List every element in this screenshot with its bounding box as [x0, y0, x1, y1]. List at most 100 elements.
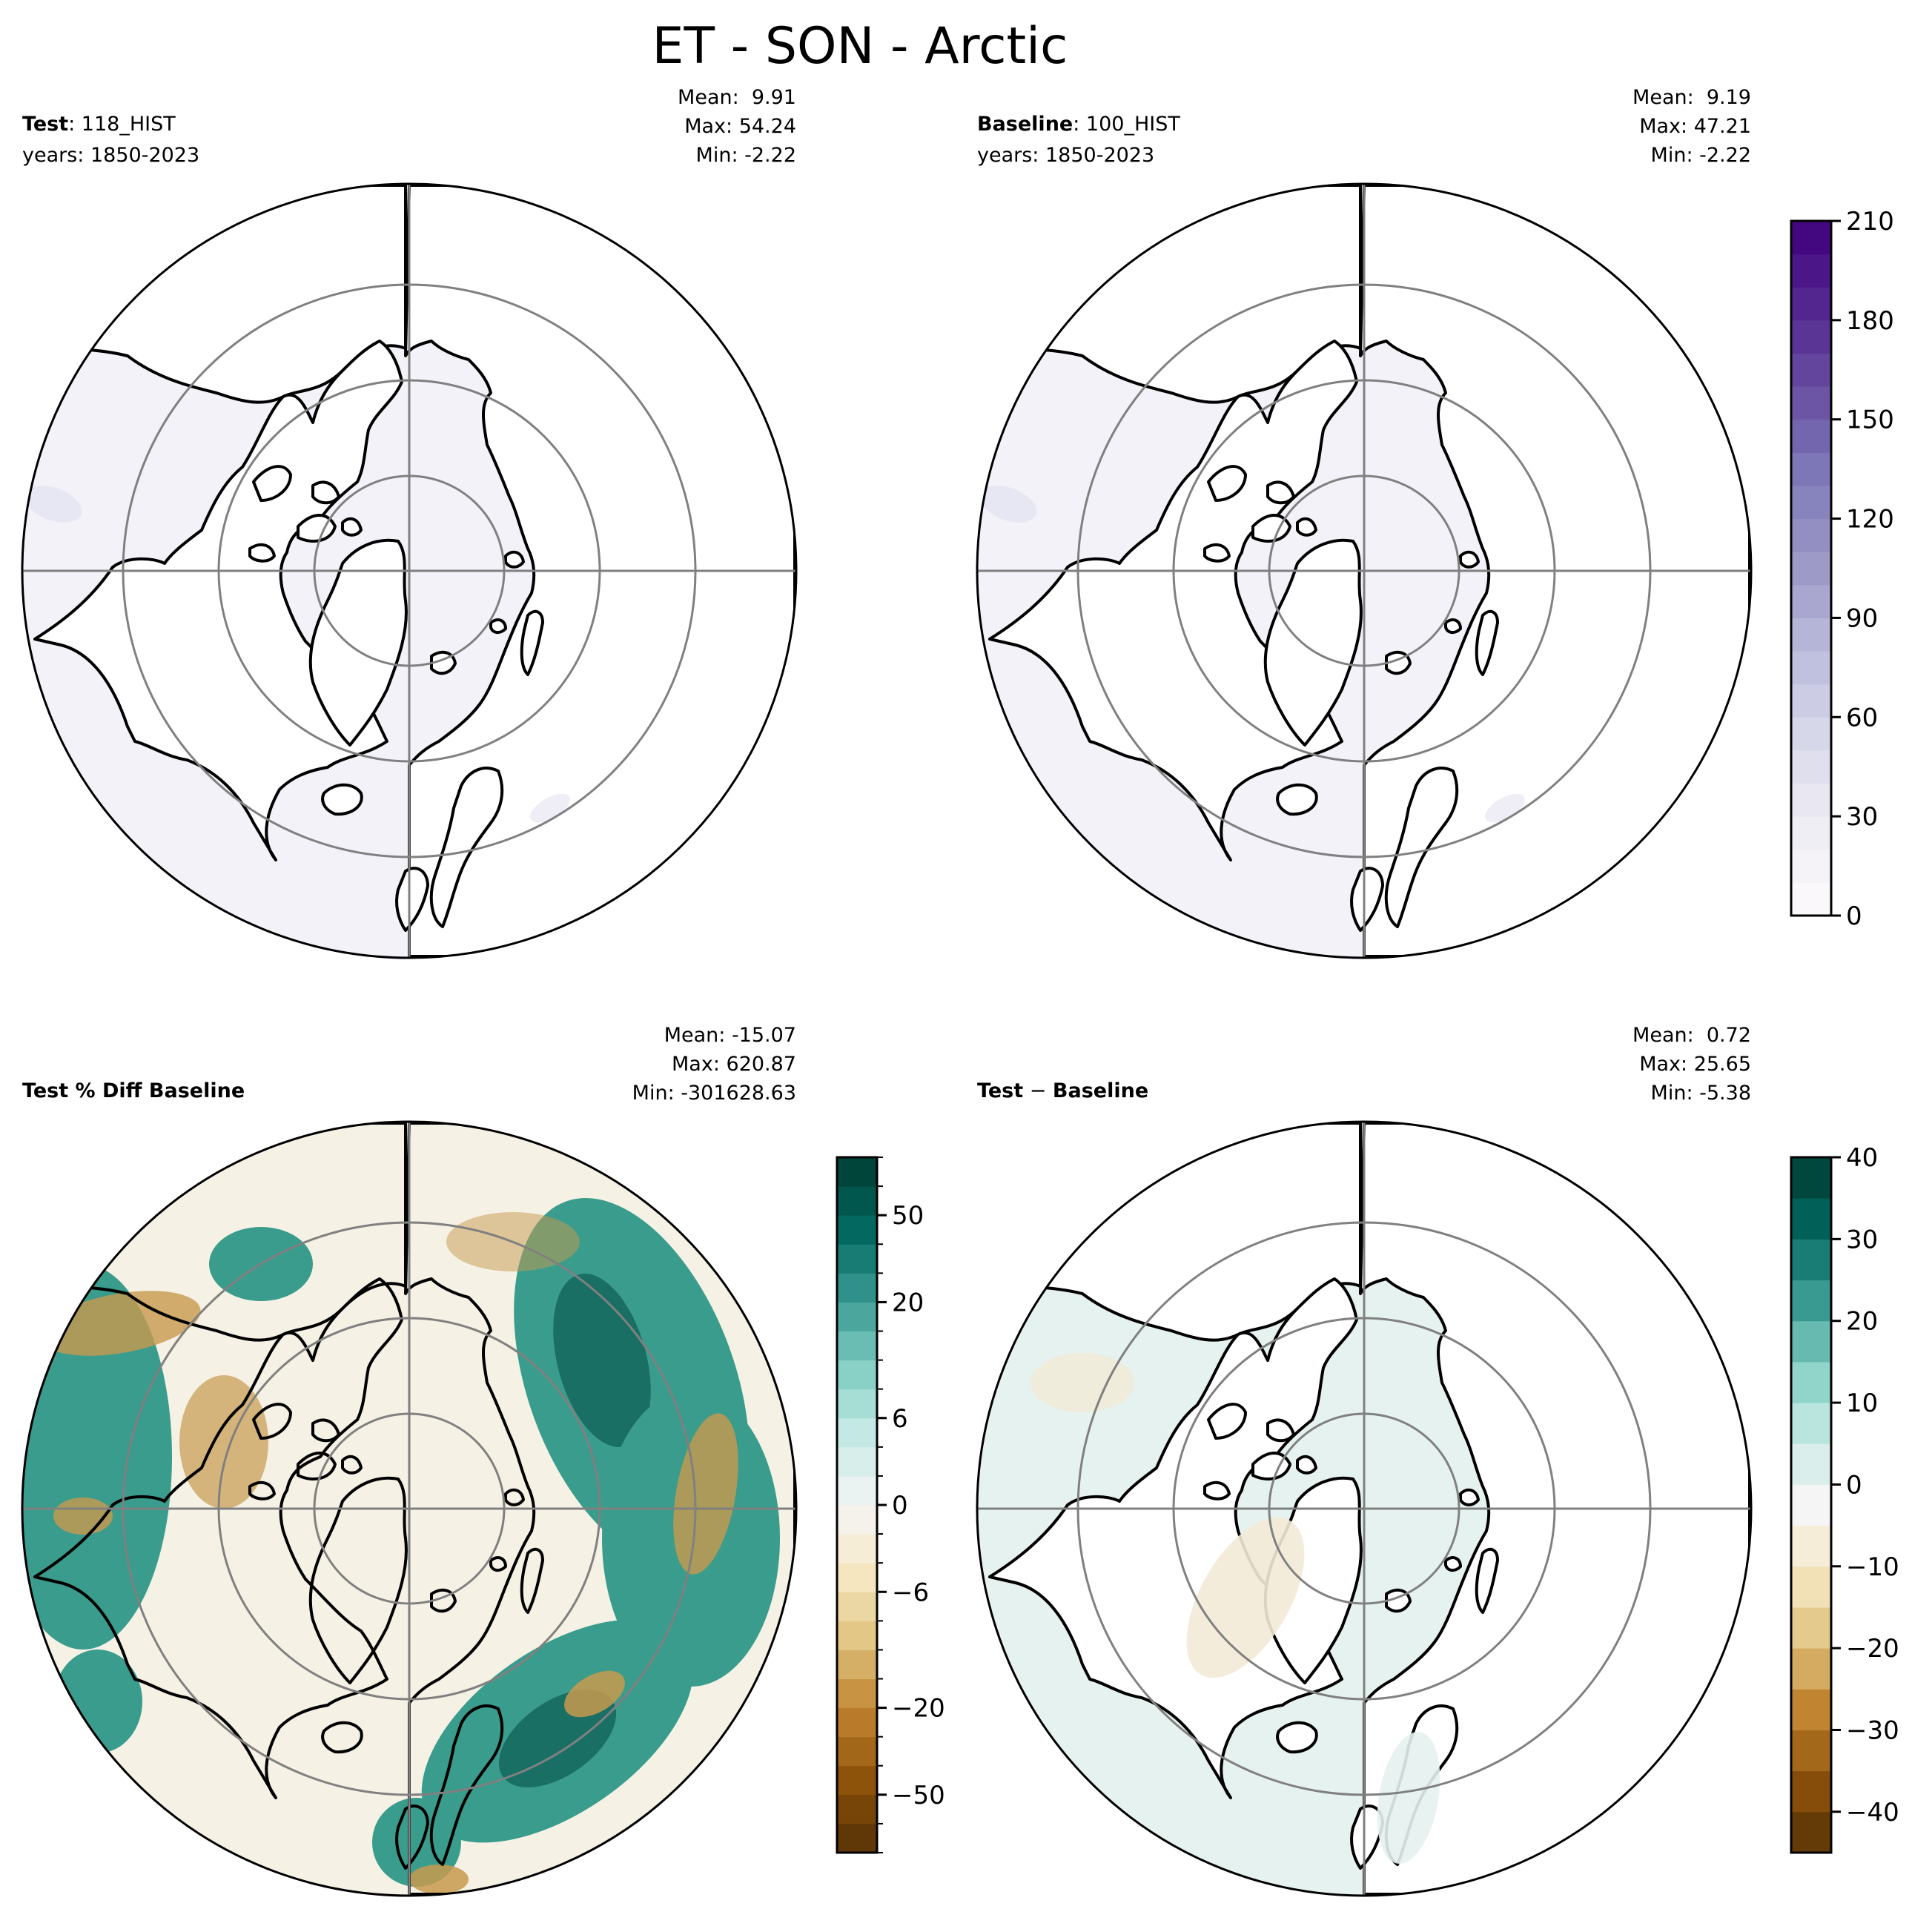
- coastline-fjl: [1444, 618, 1462, 634]
- colorbar-tick-label: 120: [1846, 505, 1894, 535]
- colorbar-tick-label: 210: [1846, 207, 1894, 236]
- map-pct-diff: [21, 1120, 798, 1897]
- stat-max: Max: 25.65: [1639, 1053, 1751, 1076]
- map-field: [22, 1122, 796, 1896]
- map-diff: [976, 1120, 1753, 1897]
- colorbar-segment: [1791, 584, 1831, 618]
- coastline-arch5: [248, 1480, 276, 1501]
- colorbar-segment: [837, 1794, 877, 1824]
- coastline-arch2: [297, 514, 337, 543]
- colorbar-segment: [1791, 849, 1831, 883]
- colorbar-segment: [1791, 1157, 1831, 1199]
- colorbar-tick-label: −20: [1846, 1634, 1899, 1664]
- colorbar-segment: [1791, 1566, 1831, 1608]
- colorbar-segment: [837, 1534, 877, 1564]
- colorbar-segment: [837, 1475, 877, 1506]
- colorbar-segment: [1791, 1525, 1831, 1567]
- coastline-eurasia: [404, 1122, 796, 1896]
- colorbar-segment: [1791, 651, 1831, 685]
- coastline-iceland: [321, 783, 363, 816]
- field-patch: [409, 1865, 469, 1894]
- coastline-arch3: [1266, 1418, 1295, 1443]
- colorbar-segment: [837, 1563, 877, 1592]
- map-test: [21, 182, 798, 959]
- colorbar-segment: [837, 1765, 877, 1796]
- panel-label-bold: Test: [977, 1079, 1023, 1102]
- colorbar-segment: [1791, 1770, 1831, 1813]
- colorbar-tick-label: 20: [892, 1288, 924, 1317]
- colorbar-tick-label: 180: [1846, 306, 1894, 336]
- field-patch: [979, 486, 1037, 523]
- colorbar-tick-label: 0: [1846, 901, 1862, 931]
- colorbar-segment: [837, 1215, 877, 1245]
- coastline-arch2: [1251, 514, 1291, 543]
- colorbar-segment: [1791, 254, 1831, 288]
- colorbar-segment: [1791, 1198, 1831, 1240]
- field-patch: [24, 486, 82, 523]
- colorbar-segment: [1791, 552, 1831, 586]
- panel-years: years: 1850-2023: [22, 144, 199, 167]
- coastline-iceland: [1276, 1721, 1318, 1754]
- coastline-canada: [33, 340, 403, 861]
- colorbar-tick-label: −6: [892, 1578, 929, 1607]
- colorbar-segment: [1791, 882, 1831, 916]
- coastline-arch2: [297, 1452, 337, 1480]
- colorbar-segment: [837, 1302, 877, 1331]
- panel-label-rest: −: [1023, 1079, 1053, 1102]
- colorbar-segment: [837, 1360, 877, 1390]
- colorbar-segment: [837, 1389, 877, 1419]
- figure-title: ET - SON - Arctic: [652, 17, 1068, 76]
- panel-label-bold: Test: [22, 113, 68, 136]
- stat-max: Max: 54.24: [684, 115, 796, 138]
- coastline-iceland: [321, 1721, 363, 1754]
- coastline-sevzem: [1459, 550, 1480, 569]
- colorbar-tick-label: 10: [1846, 1389, 1878, 1418]
- colorbar-tick-label: 40: [1846, 1143, 1878, 1173]
- coastline-arch4: [341, 517, 363, 537]
- map-frame: [976, 1120, 1753, 1897]
- stat-mean: Mean: 0.72: [1632, 1024, 1751, 1047]
- coastline-britain: [395, 1804, 429, 1870]
- colorbar-segment: [837, 1678, 877, 1709]
- coastline-canada: [33, 1277, 403, 1799]
- colorbar-segment: [1791, 1403, 1831, 1444]
- panel-label-rest: : 100_HIST: [1073, 113, 1180, 136]
- colorbar-segment: [1791, 1280, 1831, 1322]
- coastline-novaya: [1475, 1547, 1499, 1614]
- colorbar-segment: [837, 1621, 877, 1650]
- map-frame: [21, 1120, 798, 1897]
- coastline-arch1: [1207, 1403, 1247, 1440]
- coastline-arch1: [252, 465, 292, 502]
- colorbar-tick-label: 30: [1846, 1225, 1878, 1254]
- colorbar-top: 0 30 60 90 120 150 180 210: [1790, 207, 1894, 931]
- coastline-arch1: [1207, 465, 1247, 502]
- coastline-fjl: [489, 1556, 507, 1572]
- panel-header-baseline: Baseline: 100_HIST years: 1850-2023 Mean…: [977, 86, 1751, 167]
- colorbar-tick-label: 90: [1846, 603, 1878, 633]
- panel-years: years: 1850-2023: [977, 144, 1154, 167]
- field-patch: [564, 1670, 625, 1718]
- colorbar-segment: [1791, 717, 1831, 751]
- colorbar-tick-label: 150: [1846, 406, 1894, 435]
- colorbar-segment: [837, 1244, 877, 1274]
- coastline-iceland: [1276, 783, 1318, 816]
- colorbar-segment: [837, 1186, 877, 1216]
- colorbar-segment: [837, 1331, 877, 1361]
- stat-max: Max: 47.21: [1639, 115, 1751, 138]
- colorbar-segment: [1791, 1239, 1831, 1281]
- stat-max: Max: 620.87: [672, 1053, 796, 1076]
- field-patch: [1030, 1353, 1134, 1412]
- colorbar-pct-diff: −50 −20 −6 0 6 20 50: [836, 1156, 945, 1854]
- colorbar-segment: [1791, 1607, 1831, 1649]
- colorbar-segment: [1791, 684, 1831, 718]
- colorbar-frame: [1790, 219, 1833, 917]
- coastline-arch3: [1266, 480, 1295, 505]
- coastline-scandi: [429, 767, 504, 928]
- colorbar-segment: [1791, 1811, 1831, 1853]
- colorbar-frame: [1790, 1156, 1833, 1854]
- map-field: [977, 1122, 1751, 1896]
- field-patch: [1377, 1732, 1440, 1864]
- colorbar-segment: [837, 1446, 877, 1477]
- colorbar-segment: [837, 1157, 877, 1187]
